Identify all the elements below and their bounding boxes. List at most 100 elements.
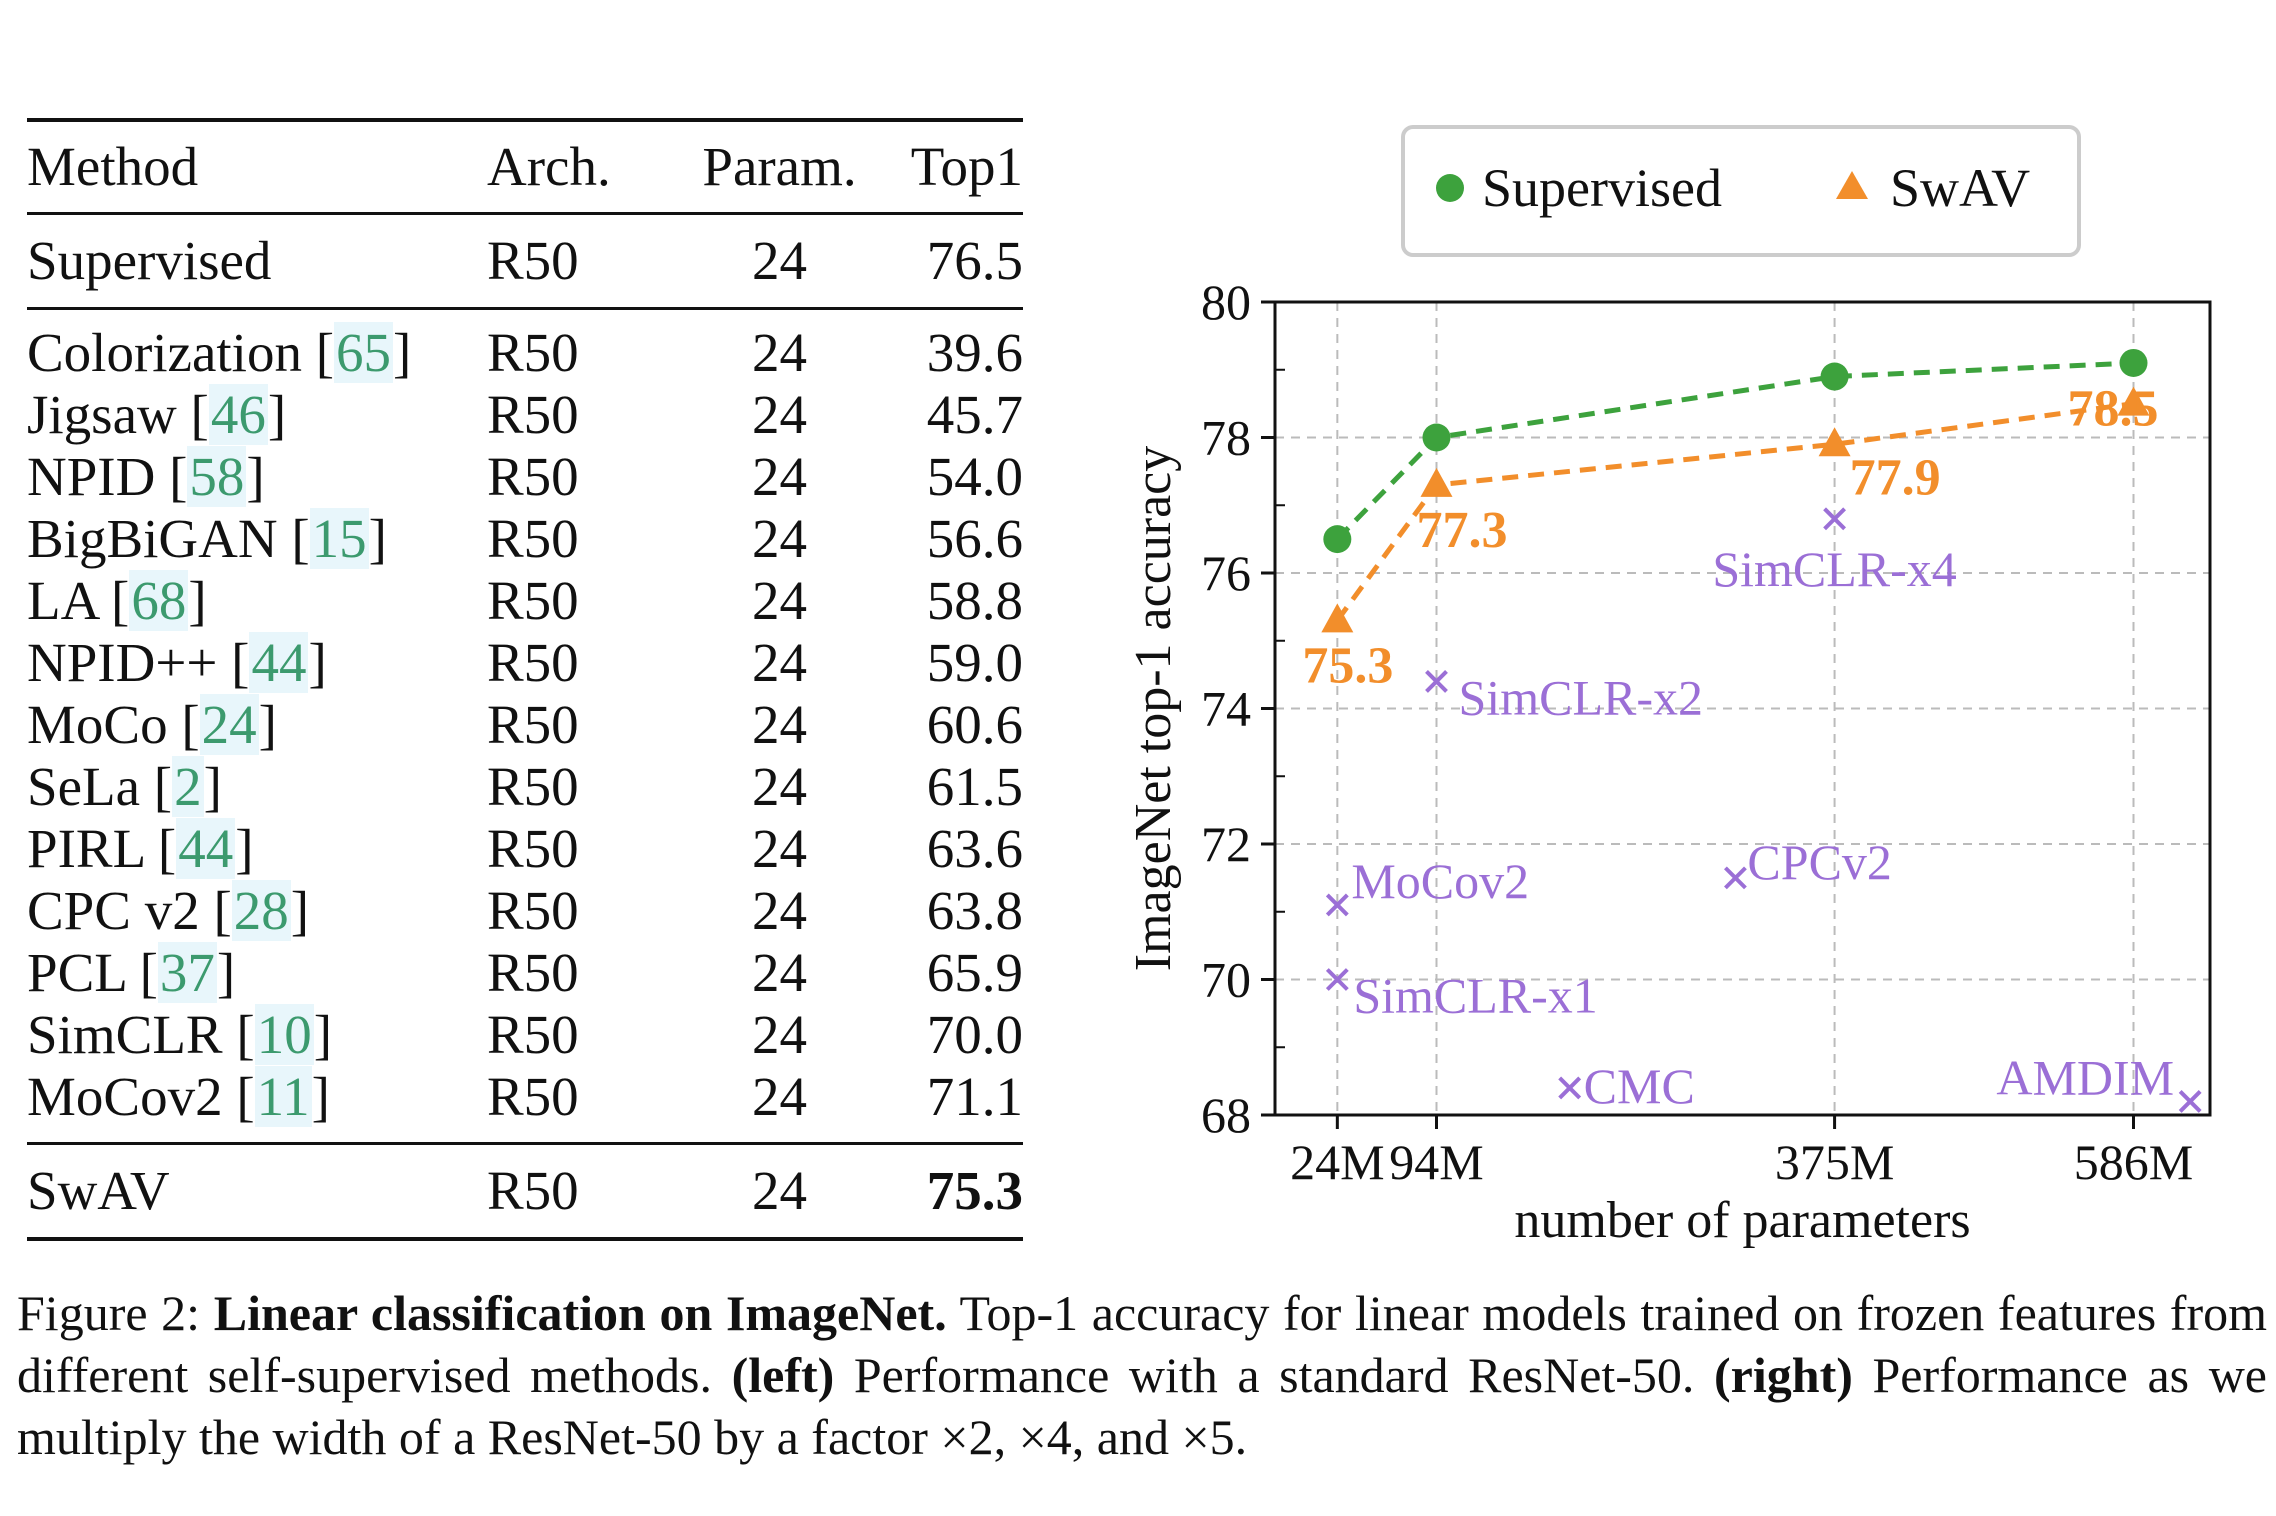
baseline-point: [2178, 1090, 2202, 1113]
legend-marker-supervised: [1436, 174, 1464, 202]
y-tick-label: 70: [1201, 952, 1251, 1008]
series-line: [1335, 360, 2134, 541]
top1-cell: 39.6: [926, 322, 1023, 383]
method-name: PIRL: [27, 818, 145, 879]
citation-link[interactable]: 15: [309, 508, 369, 569]
param-cell: 24: [752, 322, 807, 383]
legend-label-swav: SwAV: [1890, 158, 2030, 218]
baseline-label: CPCv2: [1747, 834, 1892, 890]
top1-cell: 71.1: [926, 1066, 1023, 1127]
table-row-swav: SwAV R50 24 75.3: [27, 1143, 1023, 1239]
y-tick-label: 78: [1201, 410, 1251, 466]
param-cell: 24: [752, 1066, 807, 1127]
citation-link[interactable]: 68: [129, 570, 189, 631]
method-name: NPID: [27, 446, 156, 507]
table-header-row: Method Arch. Param. Top1: [27, 120, 1023, 214]
x-tick-label: 94M: [1389, 1134, 1483, 1190]
method-name: CPC v2: [27, 880, 200, 941]
arch-cell: R50: [487, 230, 579, 291]
header-arch: Arch.: [487, 136, 611, 197]
method-cell: Jigsaw [46]: [27, 384, 287, 445]
citation-link[interactable]: 65: [334, 322, 394, 383]
baseline-label: SimCLR-x4: [1712, 541, 1956, 597]
top1-cell: 60.6: [926, 694, 1023, 755]
caption-prefix: Figure 2:: [17, 1285, 214, 1341]
param-cell: 24: [752, 632, 807, 693]
citation-link[interactable]: 58: [187, 446, 247, 507]
y-tick-label: 72: [1201, 816, 1251, 872]
method-cell: PCL [37]: [27, 942, 236, 1003]
baseline-label: MoCov2: [1351, 853, 1529, 909]
caption-left-label: (left): [731, 1347, 835, 1403]
param-cell: 24: [752, 384, 807, 445]
baseline-point: [1724, 866, 1747, 890]
baseline-label: CMC: [1584, 1058, 1695, 1114]
x-axis-label: number of parameters: [1514, 1192, 1970, 1249]
data-label: 77.3: [1417, 502, 1508, 559]
citation-link[interactable]: 44: [249, 632, 309, 693]
method-name: Jigsaw: [27, 384, 177, 445]
table-row: LA [68] R50 24 58.8: [27, 570, 1023, 632]
method-name: LA: [27, 570, 98, 631]
x-tick-label: 24M: [1290, 1134, 1384, 1190]
arch-cell: R50: [487, 942, 579, 1003]
citation-link[interactable]: 11: [254, 1066, 312, 1127]
param-cell: 24: [752, 230, 807, 291]
baseline-label: SimCLR-x1: [1353, 968, 1597, 1024]
citation-link[interactable]: 24: [199, 694, 259, 755]
top1-cell: 76.5: [926, 230, 1023, 291]
header-param: Param.: [702, 136, 857, 197]
method-name: BigBiGAN: [27, 508, 278, 569]
table-row: CPC v2 [28] R50 24 63.8: [27, 880, 1023, 942]
top1-cell: 58.8: [926, 570, 1023, 631]
table-row-supervised: Supervised R50 24 76.5: [27, 213, 1023, 309]
arch-cell: R50: [487, 1004, 579, 1065]
method-name: PCL: [27, 942, 126, 1003]
y-tick-label: 76: [1201, 545, 1251, 601]
top1-cell: 63.8: [926, 880, 1023, 941]
method-cell: Supervised: [27, 230, 272, 291]
table-row: PCL [37] R50 24 65.9: [27, 942, 1023, 1004]
results-table: Method Arch. Param. Top1 Supervised R50 …: [27, 118, 1023, 1241]
x-tick-label: 375M: [1775, 1134, 1894, 1190]
data-point: [1422, 423, 1451, 452]
citation-link[interactable]: 46: [208, 384, 268, 445]
citation-link[interactable]: 10: [254, 1004, 314, 1065]
top1-cell: 65.9: [926, 942, 1023, 1003]
arch-cell: R50: [487, 570, 579, 631]
param-cell: 24: [752, 880, 807, 941]
arch-cell: R50: [487, 508, 579, 569]
table-row: NPID++ [44] R50 24 59.0: [27, 632, 1023, 694]
top1-cell: 63.6: [926, 818, 1023, 879]
caption-text-3: Performance as we multiply the width of …: [17, 1347, 2268, 1465]
caption-right-label: (right): [1714, 1347, 1853, 1403]
top1-cell: 56.6: [926, 508, 1023, 569]
data-point: [2117, 386, 2150, 416]
data-point: [1818, 427, 1851, 457]
baseline-point: [1325, 968, 1349, 991]
arch-cell: R50: [487, 384, 579, 445]
citation-link[interactable]: 2: [172, 756, 204, 817]
caption-title: Linear classification on ImageNet.: [213, 1285, 947, 1341]
top1-cell: 61.5: [926, 756, 1023, 817]
table-row: PIRL [44] R50 24 63.6: [27, 818, 1023, 880]
method-cell: MoCov2 [11]: [27, 1066, 330, 1127]
arch-cell: R50: [487, 632, 579, 693]
citation-link[interactable]: 44: [176, 818, 236, 879]
citation-link[interactable]: 28: [231, 880, 291, 941]
arch-cell: R50: [487, 694, 579, 755]
arch-cell: R50: [487, 818, 579, 879]
method-name: MoCov2: [27, 1066, 223, 1127]
data-point: [1321, 603, 1354, 633]
top1-cell: 45.7: [926, 384, 1023, 445]
arch-cell: R50: [487, 322, 579, 383]
method-cell: NPID++ [44]: [27, 632, 327, 693]
top1-cell: 70.0: [926, 1004, 1023, 1065]
table-row: Jigsaw [46] R50 24 45.7: [27, 384, 1023, 446]
table-row: SeLa [2] R50 24 61.5: [27, 756, 1023, 818]
citation-link[interactable]: 37: [157, 942, 217, 1003]
accuracy-chart: 68 70 72 74 76 78 80 24M 94M 375M 586M number of pa…: [1125, 125, 2212, 1249]
param-cell: 24: [752, 508, 807, 569]
table-row: MoCov2 [11] R50 24 71.1: [27, 1066, 1023, 1144]
param-cell: 24: [752, 1160, 807, 1221]
